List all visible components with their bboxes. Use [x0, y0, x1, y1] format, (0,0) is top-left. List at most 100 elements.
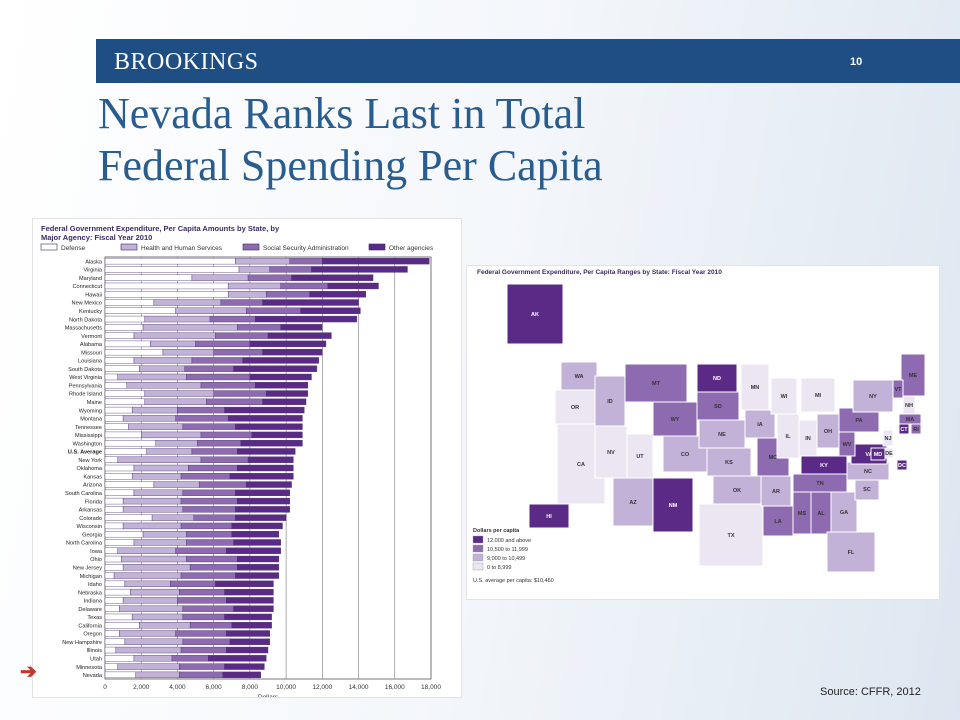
bar-segment-3 — [175, 415, 229, 422]
state-label-co: CO — [681, 452, 690, 458]
state-label-wa: WA — [575, 374, 584, 380]
state-wa — [560, 361, 598, 391]
bar-segment-3 — [198, 481, 247, 488]
category-label-wisconsin: Wisconsin — [77, 524, 103, 530]
bar-segment-3 — [191, 357, 243, 364]
bar-segment-1 — [104, 539, 135, 546]
bar-segment-3 — [177, 597, 227, 604]
category-label-indiana: Indiana — [84, 599, 103, 605]
bar-segment-4 — [262, 299, 359, 306]
category-label-massachusetts: Massachusetts — [65, 326, 103, 332]
bar-segment-2 — [191, 274, 249, 281]
map-legend-title: Dollars per capita — [473, 528, 520, 534]
bar-segment-1 — [104, 448, 147, 455]
x-tick-label-4,000: 4,000 — [169, 684, 186, 691]
bar-segment-2 — [150, 340, 196, 348]
state-wy — [652, 401, 698, 437]
bar-segment-1 — [104, 671, 136, 679]
state-label-nm: NM — [669, 503, 678, 509]
bar-segment-3 — [180, 473, 231, 480]
bar-segment-2 — [144, 398, 207, 405]
bar-segment-1 — [104, 340, 151, 348]
bar-segment-1 — [104, 514, 153, 521]
bar-segment-2 — [113, 572, 182, 579]
bar-segment-1 — [104, 613, 133, 621]
bar-segment-1 — [104, 406, 133, 414]
bar-segment-3 — [182, 613, 225, 621]
bar-segment-2 — [238, 266, 271, 273]
bar-segment-4 — [222, 671, 261, 679]
category-label-colorado: Colorado — [79, 516, 102, 522]
map-legend-swatch-2 — [472, 544, 484, 553]
bar-segment-2 — [130, 588, 180, 596]
map-legend-label-4: 0 to 8,999 — [487, 565, 511, 571]
bar-segment-2 — [133, 464, 189, 472]
bar-segment-1 — [104, 307, 176, 314]
bar-segment-2 — [122, 415, 176, 422]
bar-segment-3 — [191, 448, 238, 455]
state-ny — [852, 379, 894, 413]
map-chart-panel: Federal Government Expenditure, Per Capi… — [466, 265, 940, 600]
bar-segment-4 — [235, 489, 290, 497]
choropleth-map: Federal Government Expenditure, Per Capi… — [472, 269, 926, 584]
state-label-ia: IA — [757, 422, 763, 428]
x-tick-label-8,000: 8,000 — [242, 684, 259, 691]
bar-segment-1 — [104, 431, 142, 439]
bar-segment-3 — [213, 348, 263, 356]
bar-segment-3 — [247, 274, 292, 281]
bar-segment-3 — [179, 671, 223, 679]
bar-segment-4 — [291, 274, 374, 281]
bar-segment-3 — [197, 439, 242, 447]
state-label-ky: KY — [820, 463, 828, 469]
state-label-fl: FL — [848, 550, 855, 556]
category-label-new-mexico: New Mexico — [72, 301, 102, 307]
bar-segment-1 — [104, 630, 120, 637]
category-label-louisiana: Louisiana — [78, 359, 103, 365]
bar-segment-4 — [242, 357, 319, 364]
category-label-pennsylvania: Pennsylvania — [69, 383, 103, 389]
category-label-north-carolina: North Carolina — [66, 541, 103, 547]
bar-segment-3 — [180, 646, 227, 654]
bar-segment-4 — [233, 365, 318, 372]
bar-segment-4 — [249, 373, 312, 381]
bar-chart-title-line-2: Major Agency: Fiscal Year 2010 — [41, 233, 152, 242]
category-label-new-hampshire: New Hampshire — [62, 640, 102, 646]
bar-segment-1 — [104, 473, 133, 480]
category-label-ohio: Ohio — [90, 557, 102, 563]
state-fl — [826, 531, 876, 573]
bar-segment-3 — [200, 431, 252, 439]
bar-segment-2 — [124, 580, 171, 588]
state-label-wi: WI — [781, 394, 788, 400]
category-label-michigan: Michigan — [80, 574, 102, 580]
bar-segment-1 — [104, 415, 124, 422]
state-label-hi: HI — [546, 514, 552, 520]
bar-segment-2 — [122, 497, 182, 505]
bar-segment-3 — [189, 564, 238, 571]
bar-segment-2 — [122, 522, 182, 530]
state-wi — [770, 377, 798, 415]
bar-segment-3 — [186, 539, 234, 546]
bar-segment-3 — [189, 622, 232, 629]
state-ar — [760, 475, 792, 507]
map-legend-label-2: 10,500 to 11,999 — [487, 547, 528, 553]
bar-segment-2 — [139, 622, 191, 629]
bar-segment-3 — [200, 456, 249, 463]
bar-segment-3 — [169, 580, 216, 588]
bar-segment-2 — [133, 539, 187, 546]
state-label-nj: NJ — [884, 436, 891, 442]
bar-segment-2 — [115, 646, 182, 654]
state-id — [594, 375, 626, 427]
bar-segment-4 — [235, 506, 290, 513]
bar-segment-2 — [142, 531, 187, 538]
bar-segment-3 — [175, 630, 227, 637]
state-label-nc: NC — [864, 469, 872, 475]
bar-segment-1 — [104, 638, 126, 645]
bar-segment-2 — [133, 655, 173, 662]
category-label-west-virginia: West Virginia — [69, 375, 103, 381]
category-label-alabama: Alabama — [80, 342, 103, 348]
state-label-ca: CA — [577, 462, 585, 468]
bar-segment-2 — [122, 506, 184, 513]
category-label-vermont: Vermont — [81, 334, 102, 340]
bar-segment-4 — [226, 547, 281, 554]
bar-segment-4 — [322, 257, 430, 265]
